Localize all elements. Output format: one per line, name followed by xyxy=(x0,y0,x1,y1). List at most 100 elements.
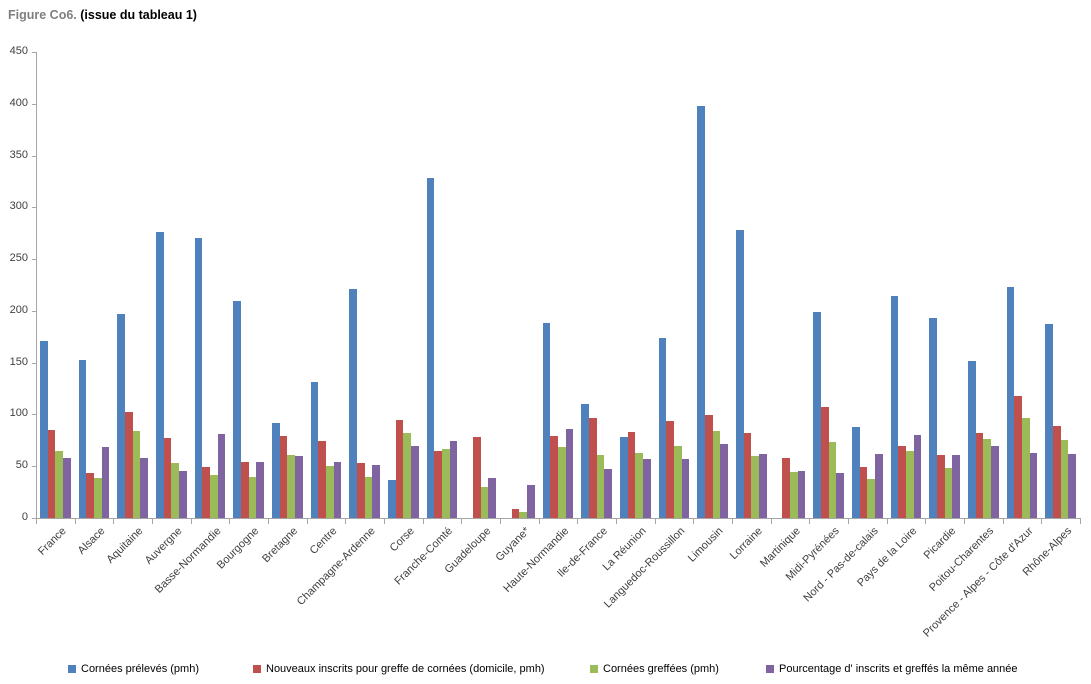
bar xyxy=(1053,425,1061,518)
bar xyxy=(241,462,249,518)
bar xyxy=(125,412,133,518)
legend-marker xyxy=(68,665,76,673)
bar xyxy=(589,417,597,518)
bar xyxy=(55,450,63,518)
bar xyxy=(62,457,71,518)
bar xyxy=(318,441,326,518)
bar xyxy=(178,471,187,518)
bar xyxy=(983,439,991,518)
bar xyxy=(627,432,636,518)
legend-item: Cornées prélevés (pmh) xyxy=(68,663,199,675)
bar xyxy=(542,323,551,518)
legend-label: Cornées prélevés (pmh) xyxy=(81,663,199,675)
y-axis-tick-label: 400 xyxy=(9,96,28,109)
x-axis-tick-mark xyxy=(306,519,308,524)
y-axis-tick-mark xyxy=(32,310,36,312)
bar xyxy=(1022,417,1030,518)
bar xyxy=(550,436,558,518)
category-label: Lorraine xyxy=(727,525,765,563)
bar xyxy=(357,463,365,518)
x-axis-tick-mark xyxy=(577,519,579,524)
bar xyxy=(890,296,899,518)
bar xyxy=(372,465,380,518)
y-axis-tick-mark xyxy=(32,207,36,209)
x-axis-tick-mark xyxy=(461,519,463,524)
bar xyxy=(1006,287,1015,518)
bar xyxy=(852,426,860,518)
legend-item: Pourcentage d' inscrits et greffés la mê… xyxy=(766,663,1018,675)
category-label: Champagne-Ardenne xyxy=(294,525,378,608)
y-axis-tick-mark xyxy=(32,466,36,468)
x-axis-tick-mark xyxy=(538,519,540,524)
bar xyxy=(434,450,442,518)
bar xyxy=(898,445,906,518)
bar xyxy=(642,458,651,518)
bar xyxy=(480,486,489,518)
bar xyxy=(975,433,984,518)
y-axis-tick-mark xyxy=(32,362,36,364)
category-label: Alsace xyxy=(75,525,108,557)
x-axis-tick-mark xyxy=(809,519,811,524)
bar xyxy=(287,454,295,518)
x-axis-tick-mark xyxy=(152,519,153,524)
legend-marker xyxy=(253,665,261,673)
bar xyxy=(132,431,141,518)
bar xyxy=(674,445,682,518)
x-axis-tick-mark xyxy=(74,519,76,524)
bar xyxy=(797,471,806,518)
category-label: Corse xyxy=(387,525,417,555)
x-axis-tick-mark xyxy=(732,519,733,524)
category-label: Picardie xyxy=(921,525,958,562)
category-label: Aquitaine xyxy=(104,525,146,566)
bar xyxy=(681,458,690,518)
bar xyxy=(758,453,767,518)
bar xyxy=(410,445,419,518)
category-label: France xyxy=(35,525,69,558)
bar xyxy=(790,472,798,518)
bar xyxy=(140,457,148,518)
bar xyxy=(712,431,721,518)
bar xyxy=(163,438,172,518)
legend-label: Nouveaux inscrits pour greffe de cornées… xyxy=(266,663,545,675)
bar xyxy=(913,435,922,518)
category-label: Limousin xyxy=(686,525,726,565)
bar xyxy=(1045,324,1054,518)
x-axis-tick-mark xyxy=(770,519,772,524)
bar xyxy=(40,340,48,518)
bar xyxy=(1068,453,1076,518)
bar xyxy=(635,452,643,518)
bar xyxy=(874,453,883,518)
bar xyxy=(217,434,226,518)
bar xyxy=(867,478,875,518)
x-axis-tick-mark xyxy=(1002,519,1004,524)
bar xyxy=(1014,395,1022,518)
x-axis-tick-mark xyxy=(964,519,965,524)
category-label: Nord - Pas-de-calais xyxy=(801,525,881,605)
x-axis-tick-mark xyxy=(422,519,424,524)
plot-area xyxy=(36,52,1081,519)
bar xyxy=(488,477,496,518)
legend-item: Cornées greffées (pmh) xyxy=(590,663,719,675)
bar xyxy=(821,407,829,518)
y-axis-tick-label: 250 xyxy=(9,252,28,265)
bar xyxy=(697,105,706,518)
legend-marker xyxy=(766,665,774,673)
bar xyxy=(78,359,87,518)
bar xyxy=(952,454,960,518)
bar xyxy=(156,232,164,518)
y-axis-tick-label: 100 xyxy=(9,407,28,420)
bar xyxy=(906,450,914,518)
bar xyxy=(294,455,303,518)
bar xyxy=(558,446,566,518)
bar xyxy=(944,468,953,518)
bar xyxy=(526,484,535,518)
x-axis-tick-mark xyxy=(268,519,269,524)
y-axis-tick-mark xyxy=(32,518,36,519)
y-axis-tick-label: 450 xyxy=(9,45,28,57)
x-axis-tick-mark xyxy=(616,519,617,524)
bar xyxy=(256,462,264,518)
bar xyxy=(426,178,435,518)
y-axis-tick-label: 150 xyxy=(9,355,28,368)
bar xyxy=(751,455,759,518)
x-axis-tick-mark xyxy=(500,519,501,524)
